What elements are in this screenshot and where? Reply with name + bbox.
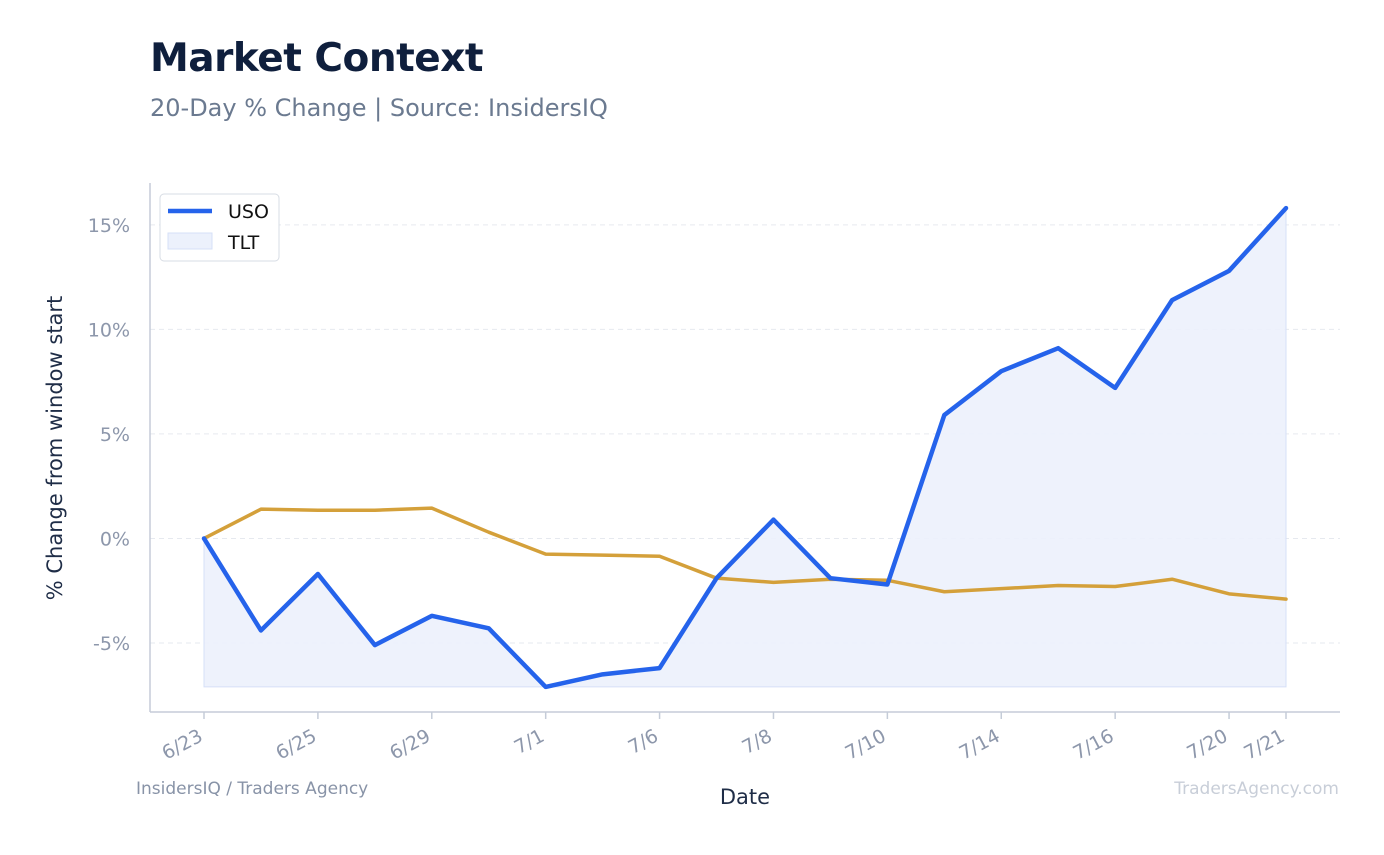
uso-area xyxy=(203,206,1287,688)
series-lines xyxy=(201,205,1289,690)
x-tick-label: 7/1 xyxy=(511,725,548,759)
legend-label-tlt: TLT xyxy=(227,232,260,254)
x-tick-label: 6/25 xyxy=(272,725,320,764)
x-tick-label: 7/16 xyxy=(1069,725,1117,764)
y-tick-label: 0% xyxy=(100,528,130,550)
x-tick-label: 7/20 xyxy=(1183,725,1231,764)
legend-swatch-tlt xyxy=(167,232,213,250)
x-tick-label: 7/14 xyxy=(956,725,1004,764)
footer-website: TradersAgency.com xyxy=(1174,779,1339,799)
legend-label-uso: USO xyxy=(228,201,269,223)
x-axis-title: Date xyxy=(720,785,770,809)
tlt-line xyxy=(202,506,1288,601)
y-tick-label: 10% xyxy=(88,319,130,341)
x-tick-label: 7/6 xyxy=(625,725,662,759)
y-tick-label: 15% xyxy=(88,215,130,237)
x-tick-label: 7/8 xyxy=(738,725,775,759)
x-tick-label: 6/29 xyxy=(386,725,434,764)
uso-line xyxy=(201,205,1289,690)
x-tick-label: 7/21 xyxy=(1240,725,1288,764)
y-axis-title: % Change from window start xyxy=(43,296,67,601)
footer-credit: InsidersIQ / Traders Agency xyxy=(136,779,369,799)
x-tick-label: 7/10 xyxy=(842,725,890,764)
y-tick-label: 5% xyxy=(100,424,130,446)
x-tick-label: 6/23 xyxy=(158,725,206,764)
chart-title: Market Context xyxy=(150,36,484,81)
chart-subtitle: 20-Day % Change | Source: InsidersIQ xyxy=(150,94,608,122)
area-fill xyxy=(203,206,1287,688)
legend: USO TLT xyxy=(159,193,280,262)
y-tick-label: -5% xyxy=(93,633,130,655)
